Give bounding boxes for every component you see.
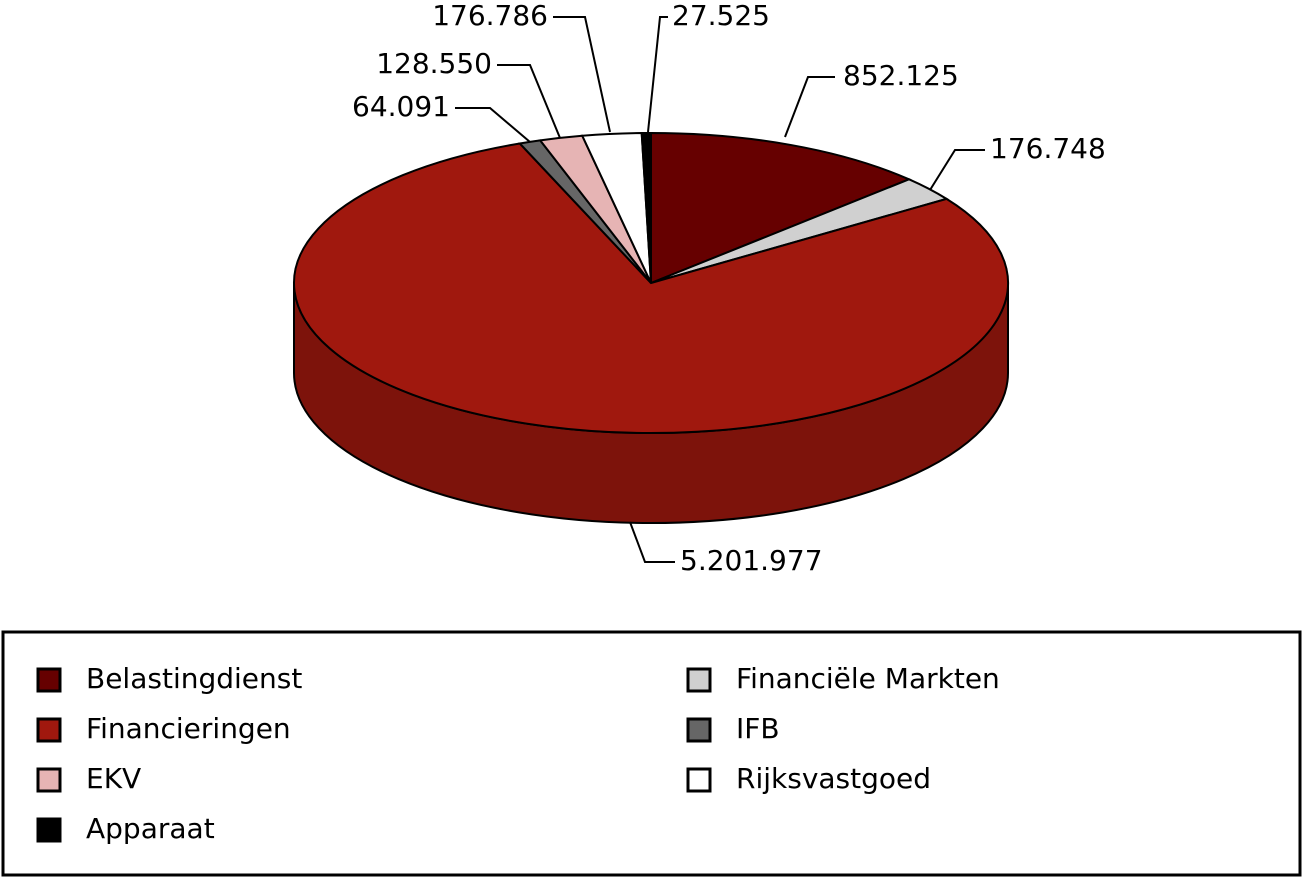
data-label: 176.748	[990, 132, 1106, 165]
legend-swatch	[686, 767, 712, 793]
data-label: 176.786	[432, 0, 548, 32]
legend-label: Financieringen	[86, 712, 291, 745]
legend-label: Rijksvastgoed	[736, 762, 931, 795]
leader-line	[647, 16, 668, 133]
data-label: 27.525	[672, 0, 770, 32]
leader-line	[629, 521, 675, 563]
legend-swatch	[36, 767, 62, 793]
data-label: 128.550	[376, 47, 492, 80]
legend-label: EKV	[86, 762, 141, 795]
data-label: 5.201.977	[680, 544, 823, 577]
leader-line	[553, 16, 611, 133]
legend-swatch	[36, 817, 62, 843]
legend-box	[1, 630, 1302, 877]
leader-line	[784, 76, 835, 138]
legend-swatch	[36, 717, 62, 743]
legend-swatch	[686, 717, 712, 743]
legend-label: Financiële Markten	[736, 662, 1000, 695]
data-label: 64.091	[352, 90, 450, 123]
legend-swatch	[686, 667, 712, 693]
leader-line	[455, 107, 531, 143]
leader-line	[929, 149, 985, 191]
slice	[640, 131, 652, 284]
leader-line	[497, 64, 561, 139]
legend-label: Apparaat	[86, 812, 215, 845]
legend-label: IFB	[736, 712, 780, 745]
legend-swatch	[36, 667, 62, 693]
slice	[650, 131, 912, 285]
slice	[293, 142, 1009, 434]
legend-label: Belastingdienst	[86, 662, 302, 695]
data-label: 852.125	[843, 59, 959, 92]
